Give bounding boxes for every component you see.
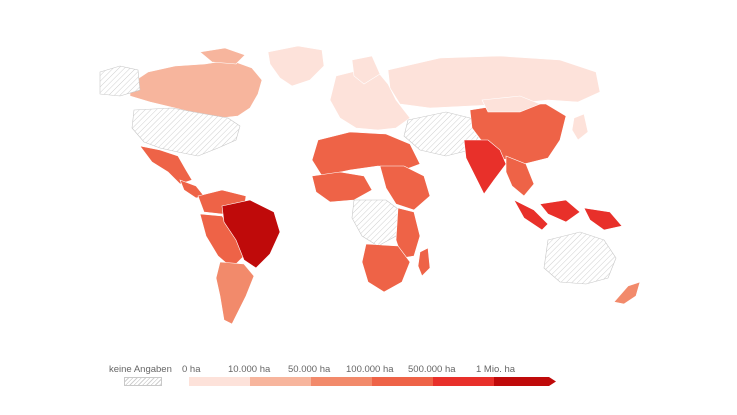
region-russia [387,55,601,109]
region-sudan [379,165,431,211]
region-brazil [221,199,281,269]
legend-label-3: 100.000 ha [346,364,394,375]
legend-label-5: 1 Mio. ha [476,364,516,375]
legend-bin-2 [311,377,372,386]
legend-no-data-swatch [124,377,162,386]
region-greenland [267,45,325,87]
legend-bin-3 [372,377,433,386]
region-mongolia [481,95,541,113]
region-indonesia-2 [539,199,581,223]
legend-bin-5 [494,377,549,386]
region-indonesia-1 [513,199,549,231]
legend-no-data-label: keine Angaben [109,364,172,375]
region-japan [571,113,589,141]
region-alaska [99,65,141,97]
legend-bin-0 [189,377,250,386]
legend-label-4: 500.000 ha [408,364,456,375]
region-india [463,139,507,195]
region-southeast-asia [505,155,535,197]
region-scandinavia [351,55,381,85]
region-mexico [139,145,193,185]
region-new-zealand [613,281,641,305]
region-tanzania [395,207,421,259]
legend-label-0: 0 ha [182,364,201,375]
legend-bin-1 [250,377,311,386]
legend-bin-4 [433,377,494,386]
legend-arrow-icon [549,377,556,386]
legend-label-2: 50.000 ha [288,364,331,375]
region-australia [543,231,617,285]
legend-label-1: 10.000 ha [228,364,271,375]
region-central-africa [351,199,403,247]
region-usa [131,107,241,157]
region-west-africa [311,171,373,203]
region-south-africa [361,243,411,293]
region-argentina [215,261,255,325]
region-canada-islands [199,47,246,65]
region-madagascar [417,247,431,277]
region-indonesia-3 [583,207,623,231]
